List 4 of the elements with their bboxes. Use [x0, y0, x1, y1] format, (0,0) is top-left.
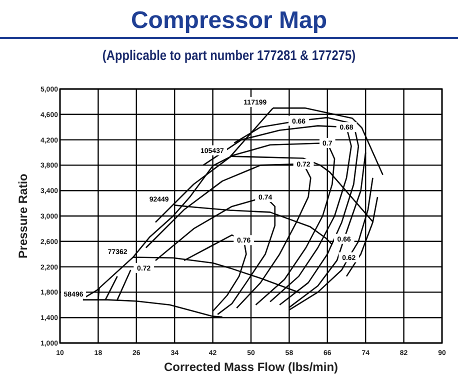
y-axis-title: Pressure Ratio — [16, 174, 30, 258]
x-axis-title: Corrected Mass Flow (lbs/min) — [164, 360, 338, 374]
chart-title: Compressor Map — [130, 7, 328, 34]
chart-subtitle: (Applicable to part number 177281 & 177275) — [102, 47, 356, 64]
